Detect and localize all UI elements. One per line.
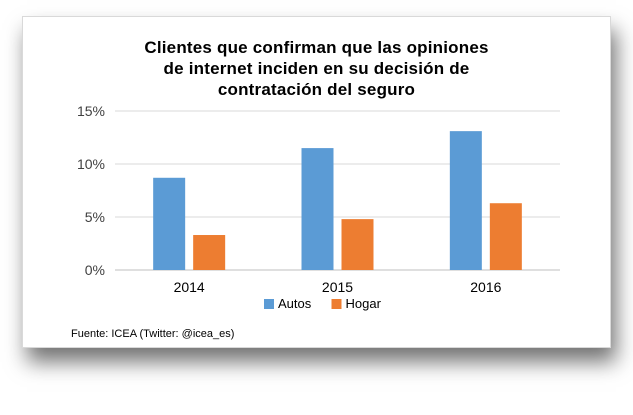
y-tick-label: 10% xyxy=(77,156,105,172)
source-note: Fuente: ICEA (Twitter: @icea_es) xyxy=(71,328,235,340)
bar-chart: 0% 5% 10% 15% 2014 2015 2016 Autos Hogar xyxy=(77,103,560,311)
legend-label-hogar: Hogar xyxy=(346,296,382,311)
y-tick-label: 5% xyxy=(85,209,105,225)
legend-swatch-autos xyxy=(264,299,274,309)
bar-hogar xyxy=(193,235,226,270)
bar-hogar xyxy=(341,219,374,270)
chart-title: Clientes que confirman que las opiniones… xyxy=(144,38,489,99)
x-tick-label: 2016 xyxy=(470,279,501,295)
bar-autos xyxy=(449,131,482,270)
y-tick-label: 0% xyxy=(85,262,105,278)
x-tick-label: 2015 xyxy=(322,279,353,295)
x-tick-label: 2014 xyxy=(174,279,205,295)
legend-label-autos: Autos xyxy=(278,296,312,311)
bar-autos xyxy=(301,148,334,270)
bar-autos xyxy=(153,177,186,270)
chart-card: Clientes que confirman que las opiniones… xyxy=(22,16,611,348)
y-tick-label: 15% xyxy=(77,103,105,119)
legend-swatch-hogar xyxy=(331,299,342,309)
bar-hogar xyxy=(489,203,522,270)
